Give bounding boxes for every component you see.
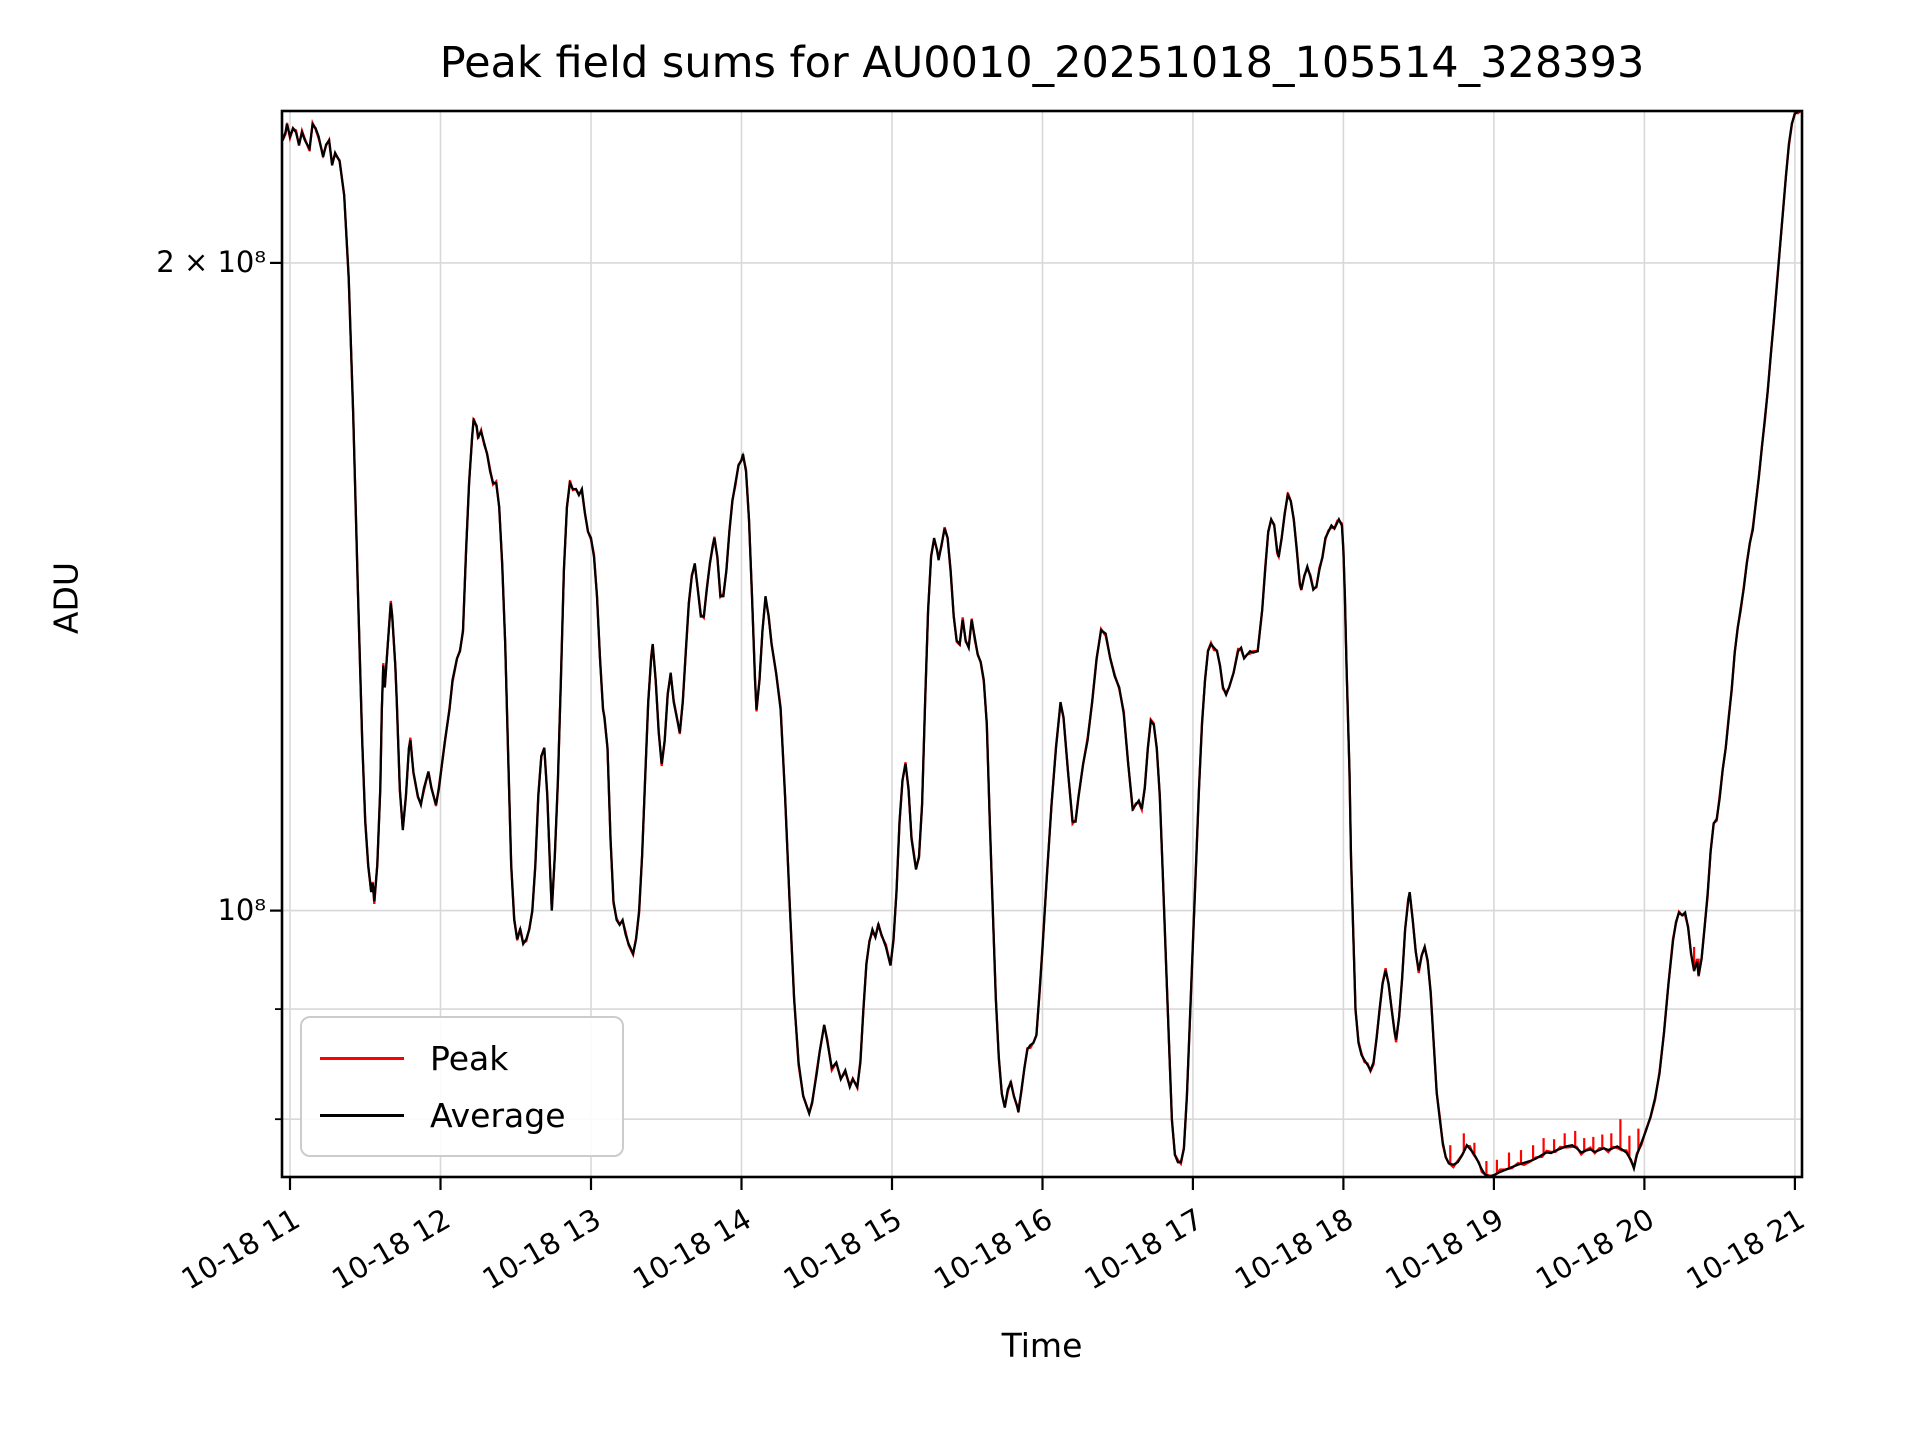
chart-title: Peak field sums for AU0010_20251018_1055…	[439, 38, 1645, 88]
svg-text:10-18 13: 10-18 13	[477, 1202, 607, 1297]
y-axis-label: ADU	[46, 561, 86, 635]
svg-text:10-18 17: 10-18 17	[1078, 1202, 1208, 1297]
svg-text:10-18 21: 10-18 21	[1680, 1202, 1810, 1297]
svg-text:10-18 14: 10-18 14	[627, 1202, 757, 1297]
svg-text:10-18 18: 10-18 18	[1229, 1202, 1359, 1297]
x-axis-label: Time	[1001, 1326, 1083, 1365]
svg-text:10-18 12: 10-18 12	[326, 1202, 456, 1297]
svg-text:10-18 20: 10-18 20	[1530, 1202, 1660, 1297]
average-line	[282, 111, 1802, 1177]
legend-line-peak-sample	[320, 1056, 404, 1060]
series-lines	[282, 111, 1802, 1177]
gridlines	[282, 111, 1802, 1177]
legend-line-average-sample	[320, 1113, 404, 1117]
legend-label-peak: Peak	[430, 1038, 509, 1078]
legend-label-average: Average	[430, 1095, 566, 1135]
legend-entry-peak: Peak	[320, 1039, 622, 1078]
svg-text:10-18 19: 10-18 19	[1379, 1202, 1509, 1297]
y-tick-label-2e8: 2 × 10⁸	[156, 245, 266, 279]
svg-text:10-18 16: 10-18 16	[928, 1202, 1058, 1297]
svg-text:10-18 11: 10-18 11	[176, 1202, 306, 1297]
svg-text:10-18 15: 10-18 15	[778, 1202, 908, 1297]
legend-entry-average: Average	[320, 1096, 622, 1135]
tick-marks	[270, 261, 1797, 1190]
x-tick-labels: 10-18 11 10-18 12 10-18 13 10-18 14 10-18 15…	[176, 1202, 1811, 1297]
legend: Peak Average	[300, 1016, 624, 1157]
y-tick-label-1e8: 10⁸	[217, 893, 266, 927]
